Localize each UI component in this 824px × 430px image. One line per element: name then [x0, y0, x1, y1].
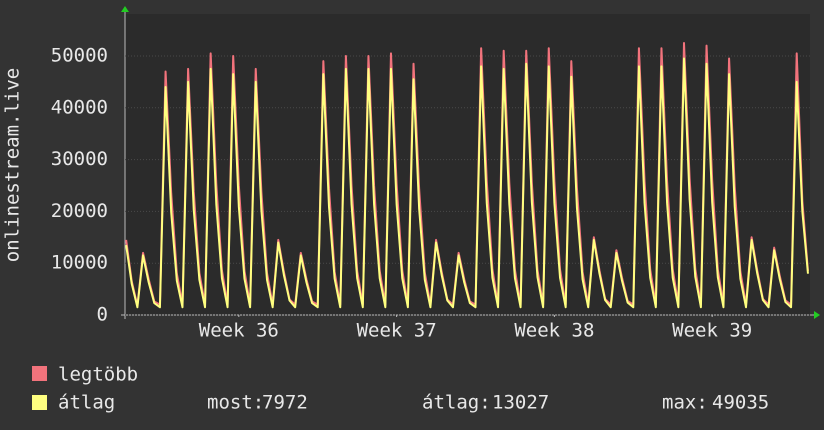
legend-swatch [32, 395, 47, 410]
legend-label: átlag [58, 392, 115, 414]
y-tick-label: 10000 [51, 252, 108, 274]
stat-label: most: [207, 392, 264, 414]
y-tick-label: 20000 [51, 200, 108, 222]
y-tick-label: 50000 [51, 44, 108, 66]
series-line [125, 57, 809, 309]
y-tick-label: 0 [97, 304, 108, 326]
x-axis-arrow [814, 311, 820, 319]
stat-label: átlag: [422, 392, 491, 414]
legend-swatch [32, 366, 47, 381]
stat-value: 49035 [712, 392, 769, 414]
stat-value: 13027 [492, 392, 549, 414]
stat-value: 7972 [262, 392, 308, 414]
x-tick-label: Week 39 [672, 320, 752, 342]
x-tick-label: Week 38 [514, 320, 594, 342]
y-axis-label: onlinestream.live [2, 68, 24, 262]
x-tick-label: Week 36 [199, 320, 279, 342]
y-tick-label: 30000 [51, 148, 108, 170]
x-tick-label: Week 37 [357, 320, 437, 342]
stat-label: max: [662, 392, 708, 414]
y-axis-arrow [121, 6, 129, 12]
legend-label: legtöbb [58, 364, 138, 386]
y-tick-label: 40000 [51, 96, 108, 118]
